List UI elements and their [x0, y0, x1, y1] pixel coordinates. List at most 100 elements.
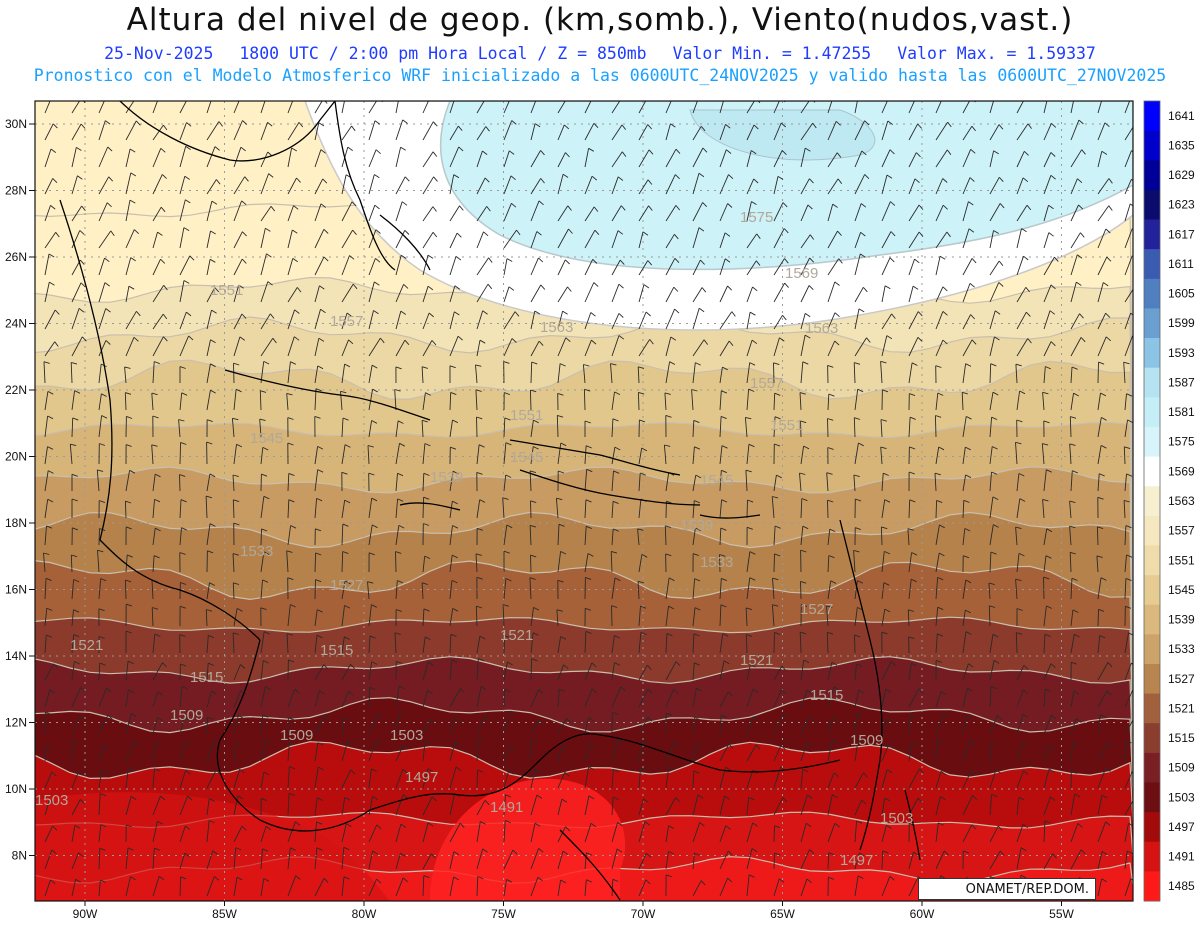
wind-barb — [503, 286, 510, 303]
wind-barb-flag — [428, 661, 434, 666]
wind-barb-flag — [745, 469, 752, 473]
wind-barb — [1043, 469, 1047, 492]
wind-barb — [1070, 337, 1082, 357]
wind-barb-flag — [992, 446, 998, 450]
wind-barb — [1097, 122, 1106, 141]
wind-barb-flag — [666, 633, 673, 637]
wind-barb — [422, 661, 429, 681]
wind-barb — [395, 853, 401, 870]
wind-barb-flag — [531, 658, 538, 662]
wind-barb — [205, 496, 208, 519]
wind-barb — [1016, 287, 1027, 303]
wind-barb-flag — [180, 441, 187, 445]
wind-barb — [530, 284, 542, 303]
wind-barb-flag — [51, 849, 57, 855]
wind-barb — [935, 205, 944, 222]
wind-barb-flag — [1050, 796, 1056, 802]
wind-barb-flag — [971, 125, 976, 132]
contour-label: 1527 — [330, 577, 363, 594]
wind-barb — [1043, 663, 1052, 681]
wind-barb — [935, 850, 945, 870]
wind-barb-flag — [624, 95, 628, 100]
wind-barb-flag — [1126, 473, 1133, 477]
wind-barb — [557, 310, 564, 330]
wind-barb-flag — [1080, 849, 1086, 855]
wind-barb-flag — [538, 96, 543, 100]
wind-barb — [881, 101, 888, 114]
wind-barb — [1070, 849, 1082, 870]
wind-barb-flag — [757, 101, 761, 104]
wind-barb-flag — [813, 101, 816, 103]
wind-barb-flag — [1069, 443, 1076, 446]
wind-barb-flag — [233, 362, 240, 366]
wind-barb-flag — [233, 499, 240, 503]
wind-barb-flag — [427, 768, 434, 773]
wind-barb — [827, 717, 834, 735]
wind-barb — [233, 258, 243, 276]
wind-barb — [1097, 473, 1100, 492]
wind-barb-flag — [454, 311, 460, 316]
wind-barb-flag — [479, 499, 486, 503]
wind-barb — [71, 852, 80, 870]
colorbar-segment — [1144, 693, 1160, 724]
wind-barb-flag — [398, 524, 405, 529]
wind-barb — [800, 794, 808, 816]
wind-barb-flag — [989, 605, 996, 608]
wind-barb-flag — [665, 874, 672, 878]
wind-barb-flag — [478, 444, 485, 448]
wind-barb-flag — [100, 879, 106, 883]
wind-barb-flag — [942, 339, 948, 345]
wind-barb-flag — [212, 850, 218, 855]
value-min: Valor Min. = 1.47255 — [672, 44, 872, 63]
wind-barb-flag — [395, 366, 402, 370]
wind-barb — [287, 742, 290, 762]
wind-barb-flag — [832, 717, 838, 722]
wind-barb — [908, 362, 913, 384]
wind-barb — [206, 850, 214, 870]
wind-barb — [422, 796, 433, 816]
wind-barb-flag — [238, 284, 244, 289]
wind-barb-flag — [344, 605, 351, 609]
wind-barb-flag — [421, 419, 428, 423]
wind-barb — [368, 229, 377, 249]
wind-barb-flag — [674, 174, 680, 180]
wind-barb — [745, 607, 748, 627]
wind-barb-flag — [298, 122, 304, 128]
wind-barb — [1070, 101, 1074, 114]
wind-barb — [503, 849, 514, 870]
wind-barb-flag — [668, 766, 675, 771]
coastline — [399, 502, 461, 511]
wind-barb-flag — [208, 634, 214, 639]
contour-label: 1575 — [740, 209, 773, 226]
wind-barb — [611, 739, 619, 762]
wind-barb-flag — [721, 577, 727, 582]
wind-barb — [152, 174, 163, 195]
wind-barb — [530, 719, 540, 735]
wind-barb — [854, 253, 861, 276]
wind-barb — [908, 417, 911, 438]
wind-barb — [476, 126, 487, 141]
wind-barb — [368, 687, 371, 708]
wind-barb-flag — [854, 417, 861, 420]
wind-barb-flag — [1104, 94, 1109, 97]
wind-barb-flag — [105, 308, 111, 313]
wind-barb-flag — [721, 469, 727, 474]
wind-barb — [98, 364, 102, 384]
wind-barb — [827, 772, 835, 789]
contour-label: 1503 — [880, 810, 913, 827]
wind-barb — [71, 716, 81, 735]
wind-barb — [935, 739, 938, 762]
wind-barb — [449, 822, 461, 843]
wind-barb-flag — [401, 201, 408, 206]
wind-barb — [206, 101, 212, 114]
wind-barb-flag — [1050, 663, 1056, 668]
wind-barb-flag — [1023, 255, 1029, 261]
wind-barb-flag — [774, 416, 781, 420]
wind-barb-flag — [208, 798, 215, 802]
wind-barb — [44, 148, 52, 168]
wind-barb — [746, 339, 753, 357]
wind-barb-flag — [70, 443, 77, 447]
wind-barb — [691, 389, 694, 411]
wind-barb — [314, 579, 316, 600]
wind-barb — [476, 739, 479, 762]
